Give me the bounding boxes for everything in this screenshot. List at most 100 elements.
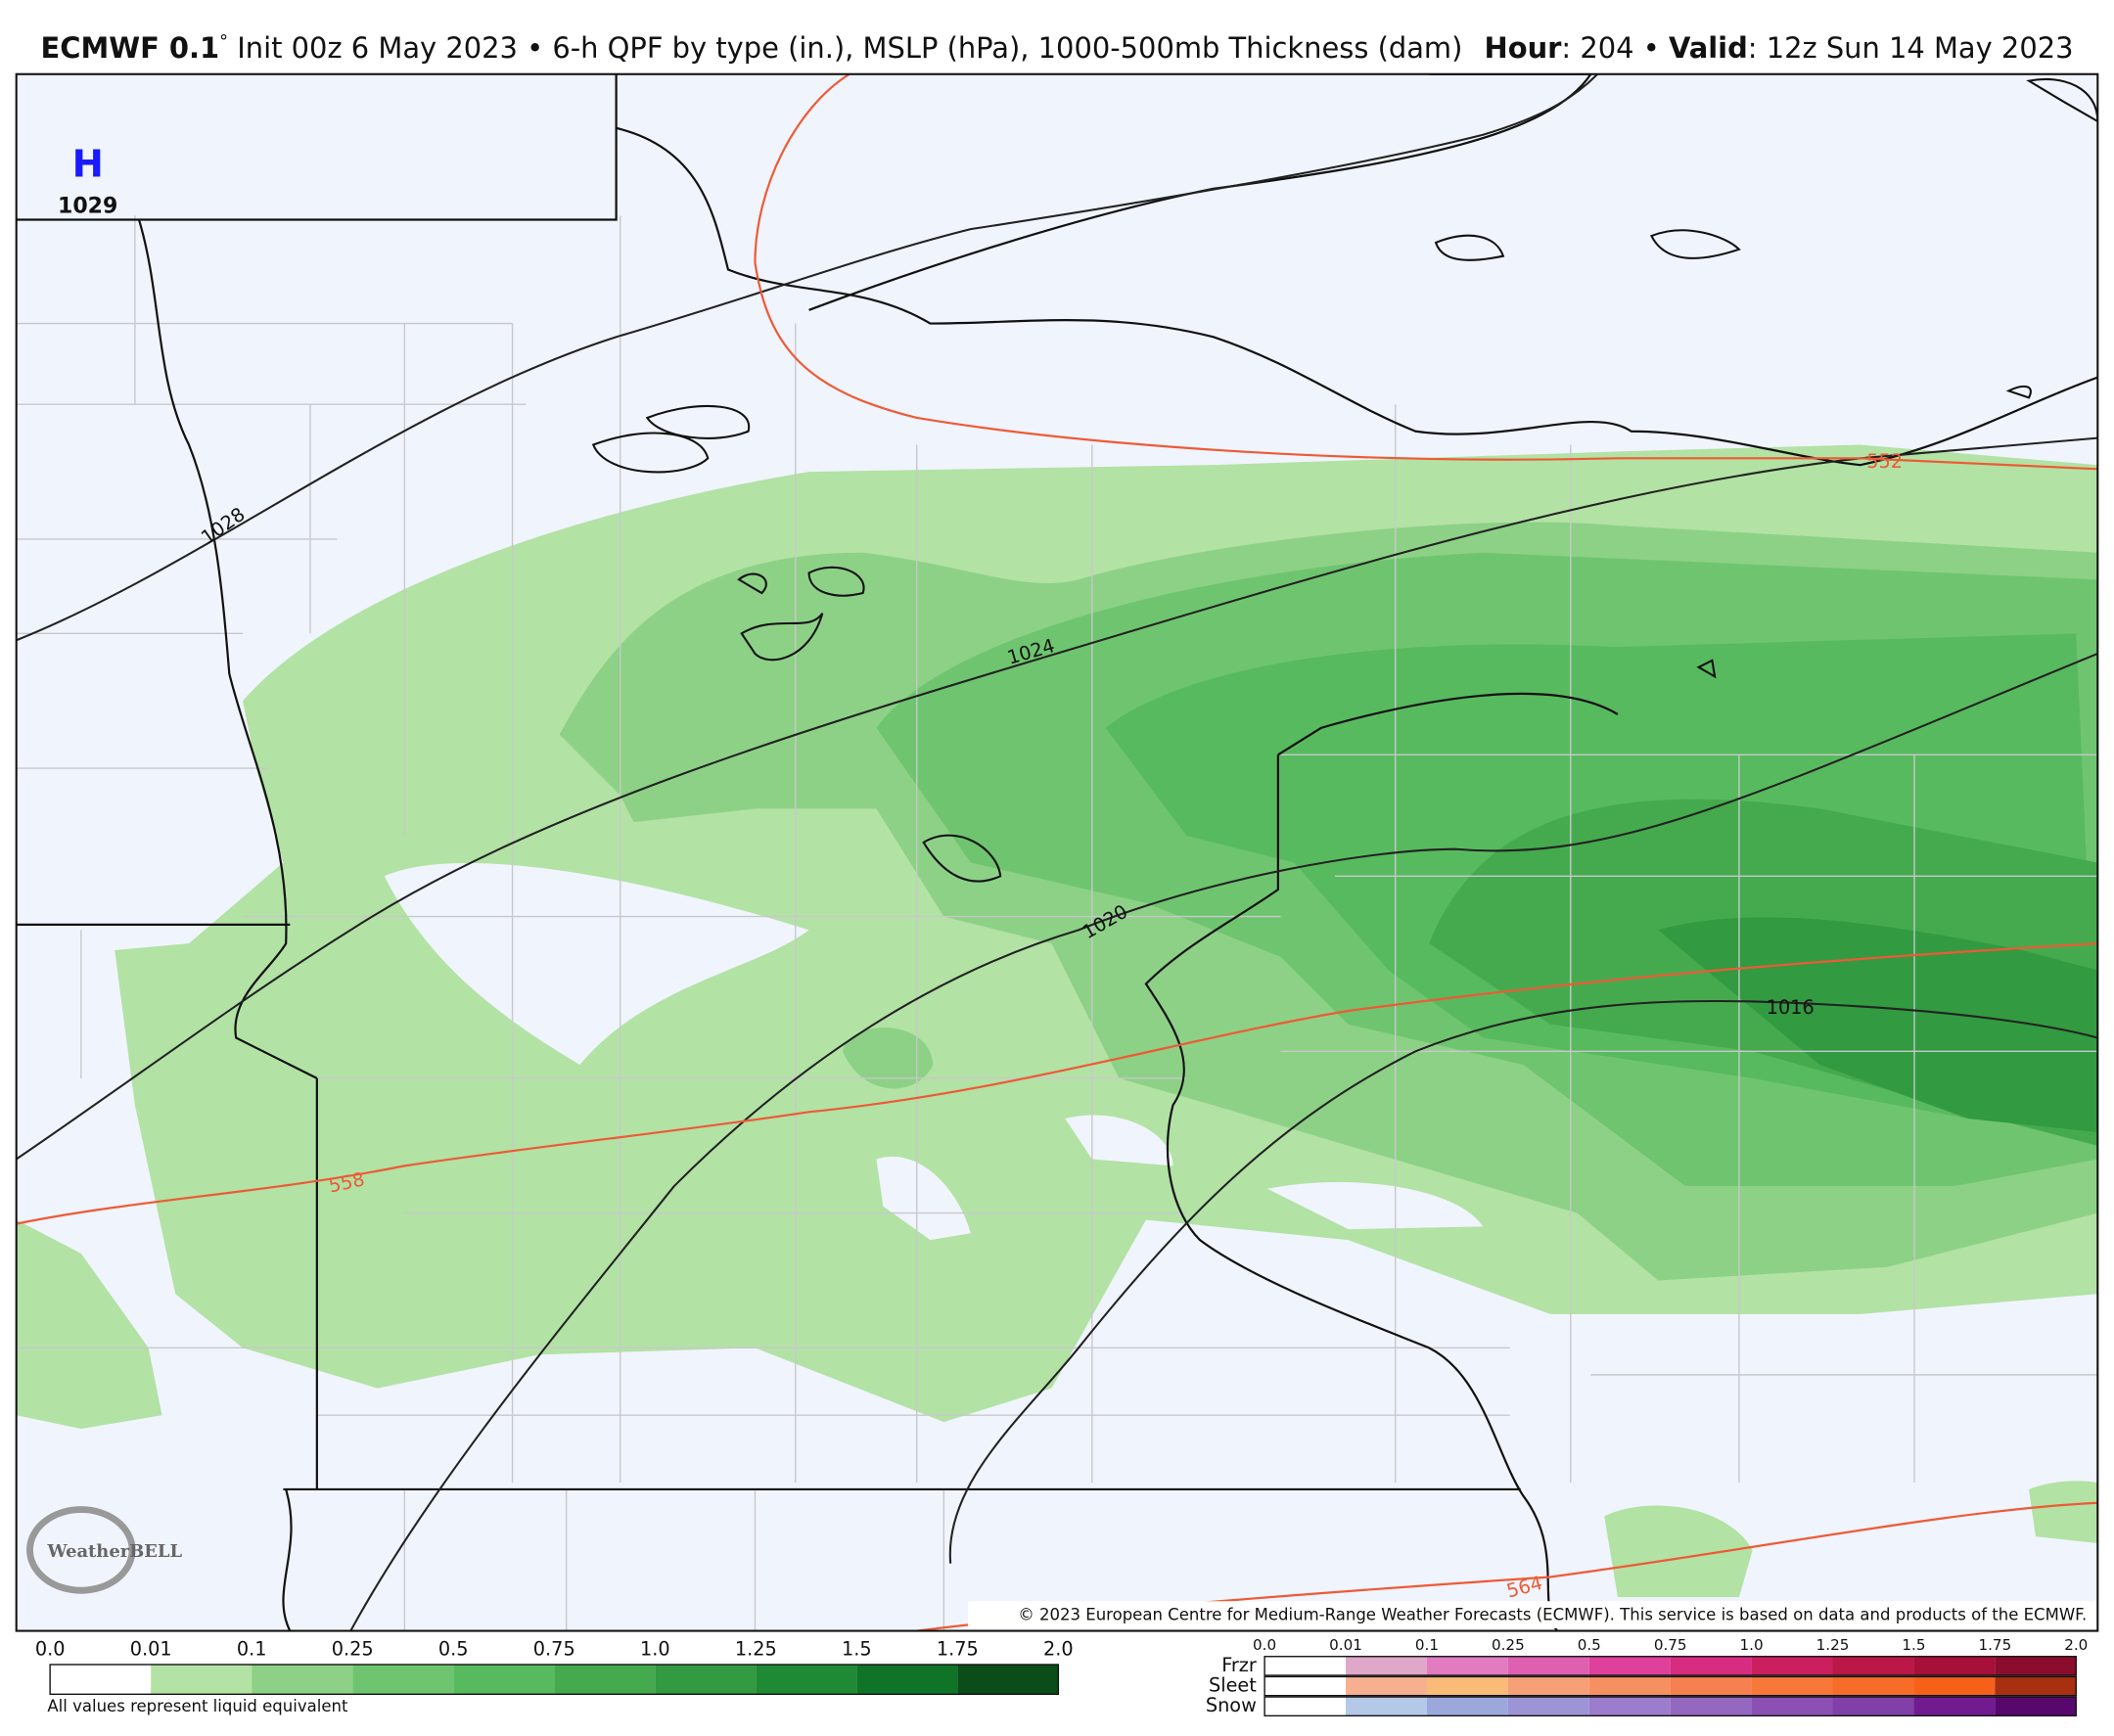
legend-swatch [1995, 1656, 2077, 1676]
precip-0.01 [1604, 1505, 1753, 1598]
legend-swatch [1507, 1676, 1589, 1696]
legend-swatch [50, 1665, 152, 1695]
logo-swirl [26, 1506, 136, 1594]
copyright: © 2023 European Centre for Medium-Range … [1018, 1606, 2087, 1624]
separator: • [518, 31, 552, 65]
product: 6-h QPF by type (in.), MSLP (hPa), 1000-… [552, 31, 1462, 65]
legend-swatch [655, 1665, 757, 1695]
legend-outline [1264, 1696, 2077, 1717]
legend-swatch [1346, 1656, 1427, 1676]
legend-swatch [554, 1665, 656, 1695]
legend-tick-label: 0.25 [332, 1637, 374, 1660]
high-letter: H [72, 142, 104, 186]
legend-swatch [1751, 1697, 1833, 1716]
precip-0.01 [16, 1219, 162, 1429]
legend-swatch [1751, 1676, 1833, 1696]
isobar [948, 999, 2098, 1564]
thickness-label: 552 [1866, 450, 1903, 473]
legend-swatch [1670, 1697, 1752, 1716]
high-value: 1029 [58, 195, 117, 219]
precip-0.01 [2029, 1481, 2098, 1544]
legend-swatch [1588, 1656, 1671, 1676]
isobar [16, 436, 2098, 1161]
header-right: Hour: 204 • Valid: 12z Sun 14 May 2023 [1485, 31, 2074, 65]
legend-tick-label: 2.0 [1043, 1637, 1074, 1660]
legend-tick-label: 0.1 [1415, 1636, 1439, 1654]
legend-tick-label: 1.75 [937, 1637, 979, 1660]
legend-tick-label: 1.25 [735, 1637, 777, 1660]
legend-swatch [1913, 1697, 1996, 1716]
isobar [16, 73, 1599, 642]
legend-swatch [1751, 1656, 1833, 1676]
legend-tick-label: 0.01 [1329, 1636, 1362, 1654]
precip-0.1 [843, 1027, 934, 1089]
legend-tick-label: 0.75 [1654, 1636, 1687, 1654]
state-border [16, 73, 2098, 1631]
legend-swatch [1913, 1656, 1996, 1676]
legend-swatch [1264, 1676, 1347, 1696]
legend-swatch [1670, 1676, 1752, 1696]
precip-0.01 [1833, 472, 2098, 553]
legend-tick-label: 0.5 [438, 1637, 469, 1660]
legend-tick-label: 1.0 [640, 1637, 670, 1660]
lake [591, 77, 2098, 883]
legend-swatch [1588, 1676, 1671, 1696]
legend-swatch [1832, 1697, 1914, 1716]
valid: : 12z Sun 14 May 2023 [1748, 31, 2074, 65]
valid-label: Valid [1669, 31, 1748, 65]
map-frame [15, 72, 2099, 1632]
legend-tick-label: 0.0 [35, 1637, 66, 1660]
legend-row-label: Sleet [1209, 1674, 1257, 1697]
legend-swatch [453, 1665, 555, 1695]
legend-row-label: Frzr [1221, 1654, 1257, 1676]
legend-swatch [856, 1665, 958, 1695]
legend-swatch [1832, 1656, 1914, 1676]
init: Init 00z 6 May 2023 [228, 31, 518, 65]
legend-swatch [352, 1665, 454, 1695]
isobar [349, 653, 2098, 1631]
legend-tick-label: 0.01 [130, 1637, 172, 1660]
legend-tick-label: 0.75 [533, 1637, 575, 1660]
legend-swatch [756, 1665, 857, 1695]
legend-outline [49, 1664, 1060, 1695]
copyright-bg [968, 1601, 2098, 1628]
legend-tick-label: 2.0 [2064, 1636, 2088, 1654]
legend-swatch [1426, 1656, 1508, 1676]
legend-swatch [1670, 1656, 1752, 1676]
legend-swatch [252, 1665, 353, 1695]
thickness-line [754, 73, 2098, 471]
legend-outline [1264, 1656, 2077, 1676]
legend-swatch [1588, 1697, 1671, 1716]
legend-swatch [151, 1665, 253, 1695]
dry-area [1266, 1181, 1484, 1230]
dry-area [384, 862, 809, 1066]
legend-swatch [1426, 1697, 1508, 1716]
separator: • [1634, 31, 1669, 65]
legend-tick-label: 1.0 [1740, 1636, 1764, 1654]
legend-tick-label: 1.25 [1816, 1636, 1850, 1654]
legend-outline [1264, 1675, 2077, 1697]
legend-swatch [1346, 1676, 1427, 1696]
thickness-line [16, 942, 2098, 1225]
legend-note: All values represent liquid equivalent [47, 1697, 348, 1715]
legend-swatch [1264, 1656, 1347, 1676]
model: ECMWF 0.1 [40, 31, 219, 65]
legend-swatch [1426, 1676, 1508, 1696]
degree: ° [219, 31, 228, 52]
legend-swatch [1264, 1697, 1347, 1716]
logo: WeatherBELL [46, 1541, 182, 1562]
legend-tick-label: 0.25 [1492, 1636, 1525, 1654]
county-lines [16, 215, 2098, 1631]
map-area: H 1029 1028 1024 1020 1016 552 558 564 W… [16, 73, 2098, 1631]
legend-row-label: Snow [1206, 1694, 1257, 1716]
legend-tick-label: 0.5 [1578, 1636, 1601, 1654]
legend: 0.0 0.01 0.1 0.25 0.5 0.75 1.0 1.25 1.5 1.75 2.0 0.… [35, 1636, 2088, 1716]
legend-swatch [1832, 1676, 1914, 1696]
legend-swatch [957, 1665, 1059, 1695]
legend-swatch [1507, 1697, 1589, 1716]
legend-swatch [1995, 1676, 2077, 1696]
precip-1.0 [1658, 917, 2098, 1132]
legend-swatch [1995, 1697, 2077, 1716]
